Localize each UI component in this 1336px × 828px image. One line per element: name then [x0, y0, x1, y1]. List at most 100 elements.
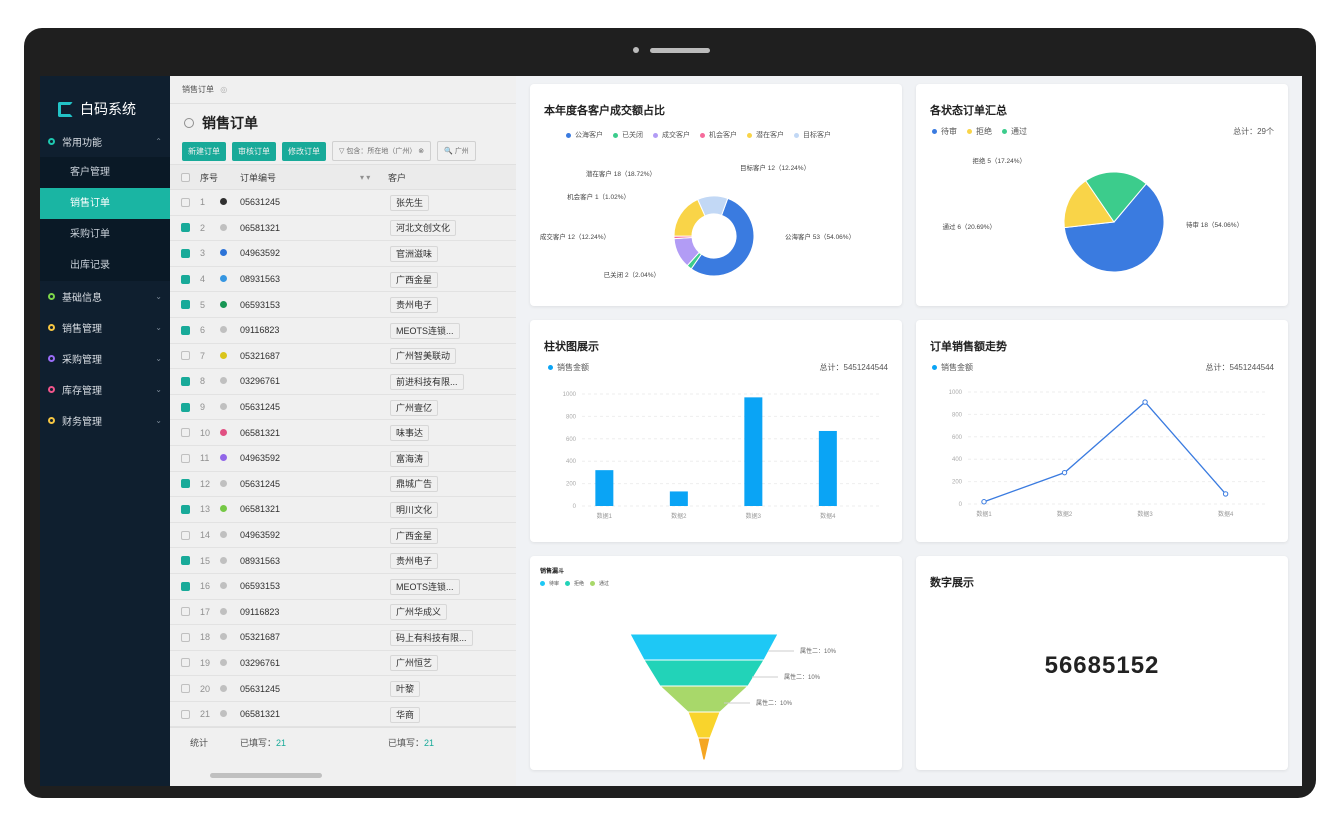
table-row[interactable]: 7 05321687 广州智美联动 [170, 344, 560, 370]
bar[interactable] [744, 397, 763, 506]
back-icon[interactable] [184, 118, 194, 128]
bar[interactable] [669, 491, 688, 506]
table-row[interactable]: 8 03296761 前进科技有限... [170, 369, 560, 395]
customer-cell[interactable]: 广州恒艺 [390, 655, 439, 672]
table-row[interactable]: 13 06581321 明川文化 [170, 497, 560, 523]
horizontal-scrollbar[interactable] [210, 773, 322, 778]
customer-cell[interactable]: 华商 [390, 706, 421, 723]
tag-icon[interactable] [220, 556, 227, 564]
audit-order-button[interactable]: 审核订单 [232, 141, 276, 161]
customer-cell[interactable]: 广州智美联动 [390, 348, 457, 365]
bar[interactable] [595, 470, 614, 506]
tag-icon[interactable] [220, 351, 227, 359]
customer-cell[interactable]: 贵州电子 [390, 297, 439, 314]
tag-icon[interactable] [220, 531, 227, 539]
customer-cell[interactable]: 叶黎 [390, 681, 421, 698]
line-point[interactable] [981, 499, 987, 505]
app-logo[interactable]: 白码系统 [40, 76, 170, 126]
pie-slice[interactable] [1085, 171, 1147, 223]
table-row[interactable]: 20 05631245 叶黎 [170, 676, 560, 702]
row-checkbox[interactable] [180, 684, 190, 694]
sidebar-item-2[interactable]: 采购订单 [40, 219, 170, 250]
new-order-button[interactable]: 新建订单 [182, 141, 226, 161]
row-checkbox[interactable] [180, 428, 190, 438]
row-checkbox[interactable] [180, 300, 190, 310]
customer-cell[interactable]: MEOTS连锁... [390, 322, 460, 339]
select-all-checkbox[interactable] [180, 172, 190, 182]
filter-chip[interactable]: ▽ 包含：所在地（广州） ⊗ [332, 141, 432, 161]
tab-sales-order[interactable]: 销售订单 [182, 85, 214, 94]
funnel-segment[interactable] [629, 633, 779, 661]
funnel-segment[interactable] [658, 685, 750, 713]
header-customer[interactable]: 客户 [388, 172, 407, 183]
table-row[interactable]: 3 04963592 官洲滋味 [170, 241, 560, 267]
donut-slice[interactable] [690, 197, 755, 277]
table-row[interactable]: 9 05631245 广州壹亿 [170, 395, 560, 421]
table-row[interactable]: 19 03296761 广州恒艺 [170, 651, 560, 677]
pie-slice[interactable] [1063, 180, 1115, 229]
edit-order-button[interactable]: 修改订单 [282, 141, 326, 161]
customer-cell[interactable]: 富海涛 [390, 450, 430, 467]
table-row[interactable]: 10 06581321 味事达 [170, 420, 560, 446]
line-point[interactable] [1222, 491, 1229, 497]
row-checkbox[interactable] [180, 402, 190, 412]
line-point[interactable] [1142, 399, 1148, 405]
table-row[interactable]: 17 09116823 广州华成义 [170, 600, 560, 626]
row-checkbox[interactable] [180, 581, 190, 591]
row-checkbox[interactable] [180, 479, 190, 489]
tag-icon[interactable] [220, 505, 227, 513]
customer-cell[interactable]: 官洲滋味 [390, 245, 439, 262]
sidebar-item-0[interactable]: 客户管理 [40, 157, 170, 188]
customer-cell[interactable]: 明川文化 [390, 501, 439, 518]
table-row[interactable]: 6 09116823 MEOTS连锁... [170, 318, 560, 344]
sidebar-item-1[interactable]: 销售订单 [40, 188, 170, 219]
donut-slice[interactable] [697, 195, 729, 217]
table-row[interactable]: 15 08931563 贵州电子 [170, 548, 560, 574]
sidebar-group-4[interactable]: 库存管理 ⌄ [40, 374, 170, 405]
line-point[interactable] [1061, 469, 1068, 476]
table-row[interactable]: 11 04963592 富海涛 [170, 446, 560, 472]
customer-cell[interactable]: 前进科技有限... [390, 373, 464, 390]
header-sort-icon[interactable]: ▾ ▾ [360, 172, 371, 182]
sidebar-group-5[interactable]: 财务管理 ⌄ [40, 405, 170, 436]
funnel-segment[interactable] [643, 659, 765, 687]
tag-icon[interactable] [220, 326, 227, 334]
sidebar-group-3[interactable]: 采购管理 ⌄ [40, 343, 170, 374]
row-checkbox[interactable] [180, 607, 190, 617]
row-checkbox[interactable] [180, 325, 190, 335]
table-row[interactable]: 14 04963592 广西金星 [170, 523, 560, 549]
row-checkbox[interactable] [180, 556, 190, 566]
tag-icon[interactable] [220, 710, 227, 718]
table-row[interactable]: 16 06593153 MEOTS连锁... [170, 574, 560, 600]
header-order-no[interactable]: 订单编号 [240, 172, 277, 183]
customer-cell[interactable]: MEOTS连锁... [390, 578, 460, 595]
funnel-segment[interactable] [687, 711, 721, 739]
tab-close-icon[interactable]: ◎ [220, 85, 228, 94]
tag-icon[interactable] [220, 300, 227, 308]
row-checkbox[interactable] [180, 709, 190, 719]
tag-icon[interactable] [220, 684, 227, 692]
table-row[interactable]: 2 06581321 河北文创文化 [170, 216, 560, 242]
row-checkbox[interactable] [180, 632, 190, 642]
sidebar-item-3[interactable]: 出库记录 [40, 250, 170, 281]
table-row[interactable]: 4 08931563 广西金星 [170, 267, 560, 293]
tag-icon[interactable] [220, 428, 227, 436]
row-checkbox[interactable] [180, 504, 190, 514]
sidebar-group-2[interactable]: 销售管理 ⌄ [40, 312, 170, 343]
customer-cell[interactable]: 广州壹亿 [390, 399, 439, 416]
tag-icon[interactable] [220, 275, 227, 283]
table-row[interactable]: 18 05321687 码上有科技有限... [170, 625, 560, 651]
row-checkbox[interactable] [180, 248, 190, 258]
tag-icon[interactable] [220, 633, 227, 641]
row-checkbox[interactable] [180, 453, 190, 463]
bar[interactable] [818, 430, 837, 506]
tag-icon[interactable] [220, 454, 227, 462]
table-row[interactable]: 12 05631245 鼎城广告 [170, 472, 560, 498]
tag-icon[interactable] [220, 223, 227, 231]
tag-icon[interactable] [220, 479, 227, 487]
customer-cell[interactable]: 广西金星 [390, 271, 439, 288]
row-checkbox[interactable] [180, 274, 190, 284]
customer-cell[interactable]: 广州华成义 [390, 604, 448, 621]
tag-icon[interactable] [220, 403, 227, 411]
pie-slice[interactable] [1063, 183, 1165, 273]
